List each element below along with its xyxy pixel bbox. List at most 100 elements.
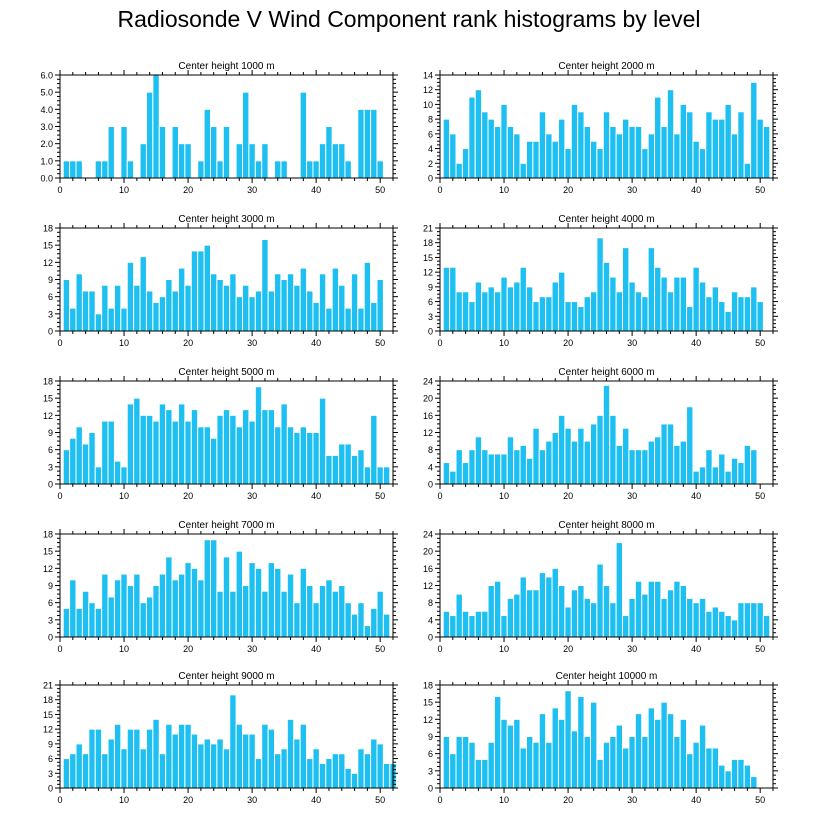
histogram-bar [139,414,147,485]
histogram-bar [306,160,314,179]
histogram-bar [363,466,372,485]
y-tick-label: 0 [428,327,433,337]
x-tick-label: 10 [499,491,509,501]
histogram-bar [647,247,656,332]
y-tick-label: 16 [423,411,433,421]
panel-title: Center height 9000 m [178,671,274,682]
y-tick-label: 6 [48,598,53,608]
histogram-bar [197,743,205,789]
histogram-bar [686,597,694,638]
histogram-bar [376,279,384,332]
y-tick-label: 0 [428,633,433,643]
histogram-bar [737,758,745,789]
histogram-bar [442,462,451,485]
histogram-bar [654,266,662,332]
histogram-bar [737,296,745,332]
histogram-bar [158,753,167,789]
histogram-bar [145,91,154,179]
y-tick-label: 9 [428,282,433,292]
histogram-bar [711,747,720,789]
panel-title: Center height 2000 m [558,61,654,72]
histogram-bar [69,160,77,179]
histogram-bar [628,281,636,332]
histogram-bar [622,615,630,638]
histogram-bar [513,281,521,332]
y-tick-label: 15 [423,698,433,708]
y-tick-label: 14 [423,71,433,81]
histogram-bar [126,403,135,485]
y-tick-label: 12 [423,428,433,438]
histogram-bar [673,736,681,789]
histogram-bar [622,247,630,332]
y-tick-label: 18 [43,224,53,234]
histogram-bar [634,126,643,179]
histogram-bar [730,457,739,485]
histogram-bar [602,261,611,332]
histogram-bar [654,718,662,789]
histogram-bar [235,143,244,179]
histogram-bar [139,602,147,638]
x-tick-label: 20 [563,644,573,654]
histogram-bar [177,267,186,332]
y-tick-label: 6.0 [40,71,53,81]
histogram-bar [500,615,508,638]
histogram-bar [261,723,269,789]
histogram-bar [551,281,559,332]
histogram-bar [442,118,451,179]
histogram-bar [519,747,527,789]
histogram-bar [126,261,135,332]
histogram-bar [513,449,521,485]
histogram-bar [750,449,758,485]
x-tick-label: 20 [183,491,193,501]
y-tick-label: 15 [43,394,53,404]
histogram-bar [184,562,192,638]
histogram-bar [602,585,611,638]
histogram-bar [62,607,71,638]
x-tick-label: 50 [375,795,385,805]
histogram-bar [673,276,681,332]
histogram-bar [583,296,591,332]
histogram-bar [216,738,224,789]
y-tick-label: 18 [43,377,53,387]
histogram-bar [331,267,340,332]
histogram-bar [525,589,534,638]
histogram-bar [126,585,135,638]
histogram-bar [248,143,256,179]
histogram-bar [589,602,598,638]
histogram-bar [513,718,521,789]
histogram-bar [171,420,179,485]
histogram-bar [641,449,649,485]
histogram-bar [177,573,186,638]
y-tick-label: 9 [48,739,53,749]
histogram-bar [158,126,167,179]
histogram-bar [306,758,314,789]
histogram-bar [145,414,154,485]
y-tick-label: 4.0 [40,105,53,115]
x-tick-label: 10 [119,185,129,195]
y-tick-label: 3 [428,766,433,776]
histogram-bar [718,764,726,789]
histogram-bar [468,615,476,638]
histogram-bar [564,148,572,179]
histogram-bar [487,286,495,332]
histogram-bar [442,736,451,789]
histogram-bar [724,470,732,485]
x-tick-label: 0 [57,644,62,654]
histogram-bar [545,440,553,485]
histogram-bar [222,556,231,638]
y-tick-label: 12 [423,581,433,591]
histogram-bar [312,602,320,638]
histogram-bar [145,290,154,332]
histogram-bar [254,758,263,789]
histogram-bar [718,453,726,485]
y-tick-label: 12 [43,725,53,735]
histogram-bar [698,724,707,789]
histogram-bar [216,414,224,485]
histogram-bar [698,597,707,638]
histogram-bar [679,585,688,638]
histogram-bar [69,437,77,485]
histogram-bar [242,409,250,485]
histogram-bar [280,403,288,485]
histogram-bar [274,753,282,789]
histogram-bar [532,301,540,332]
